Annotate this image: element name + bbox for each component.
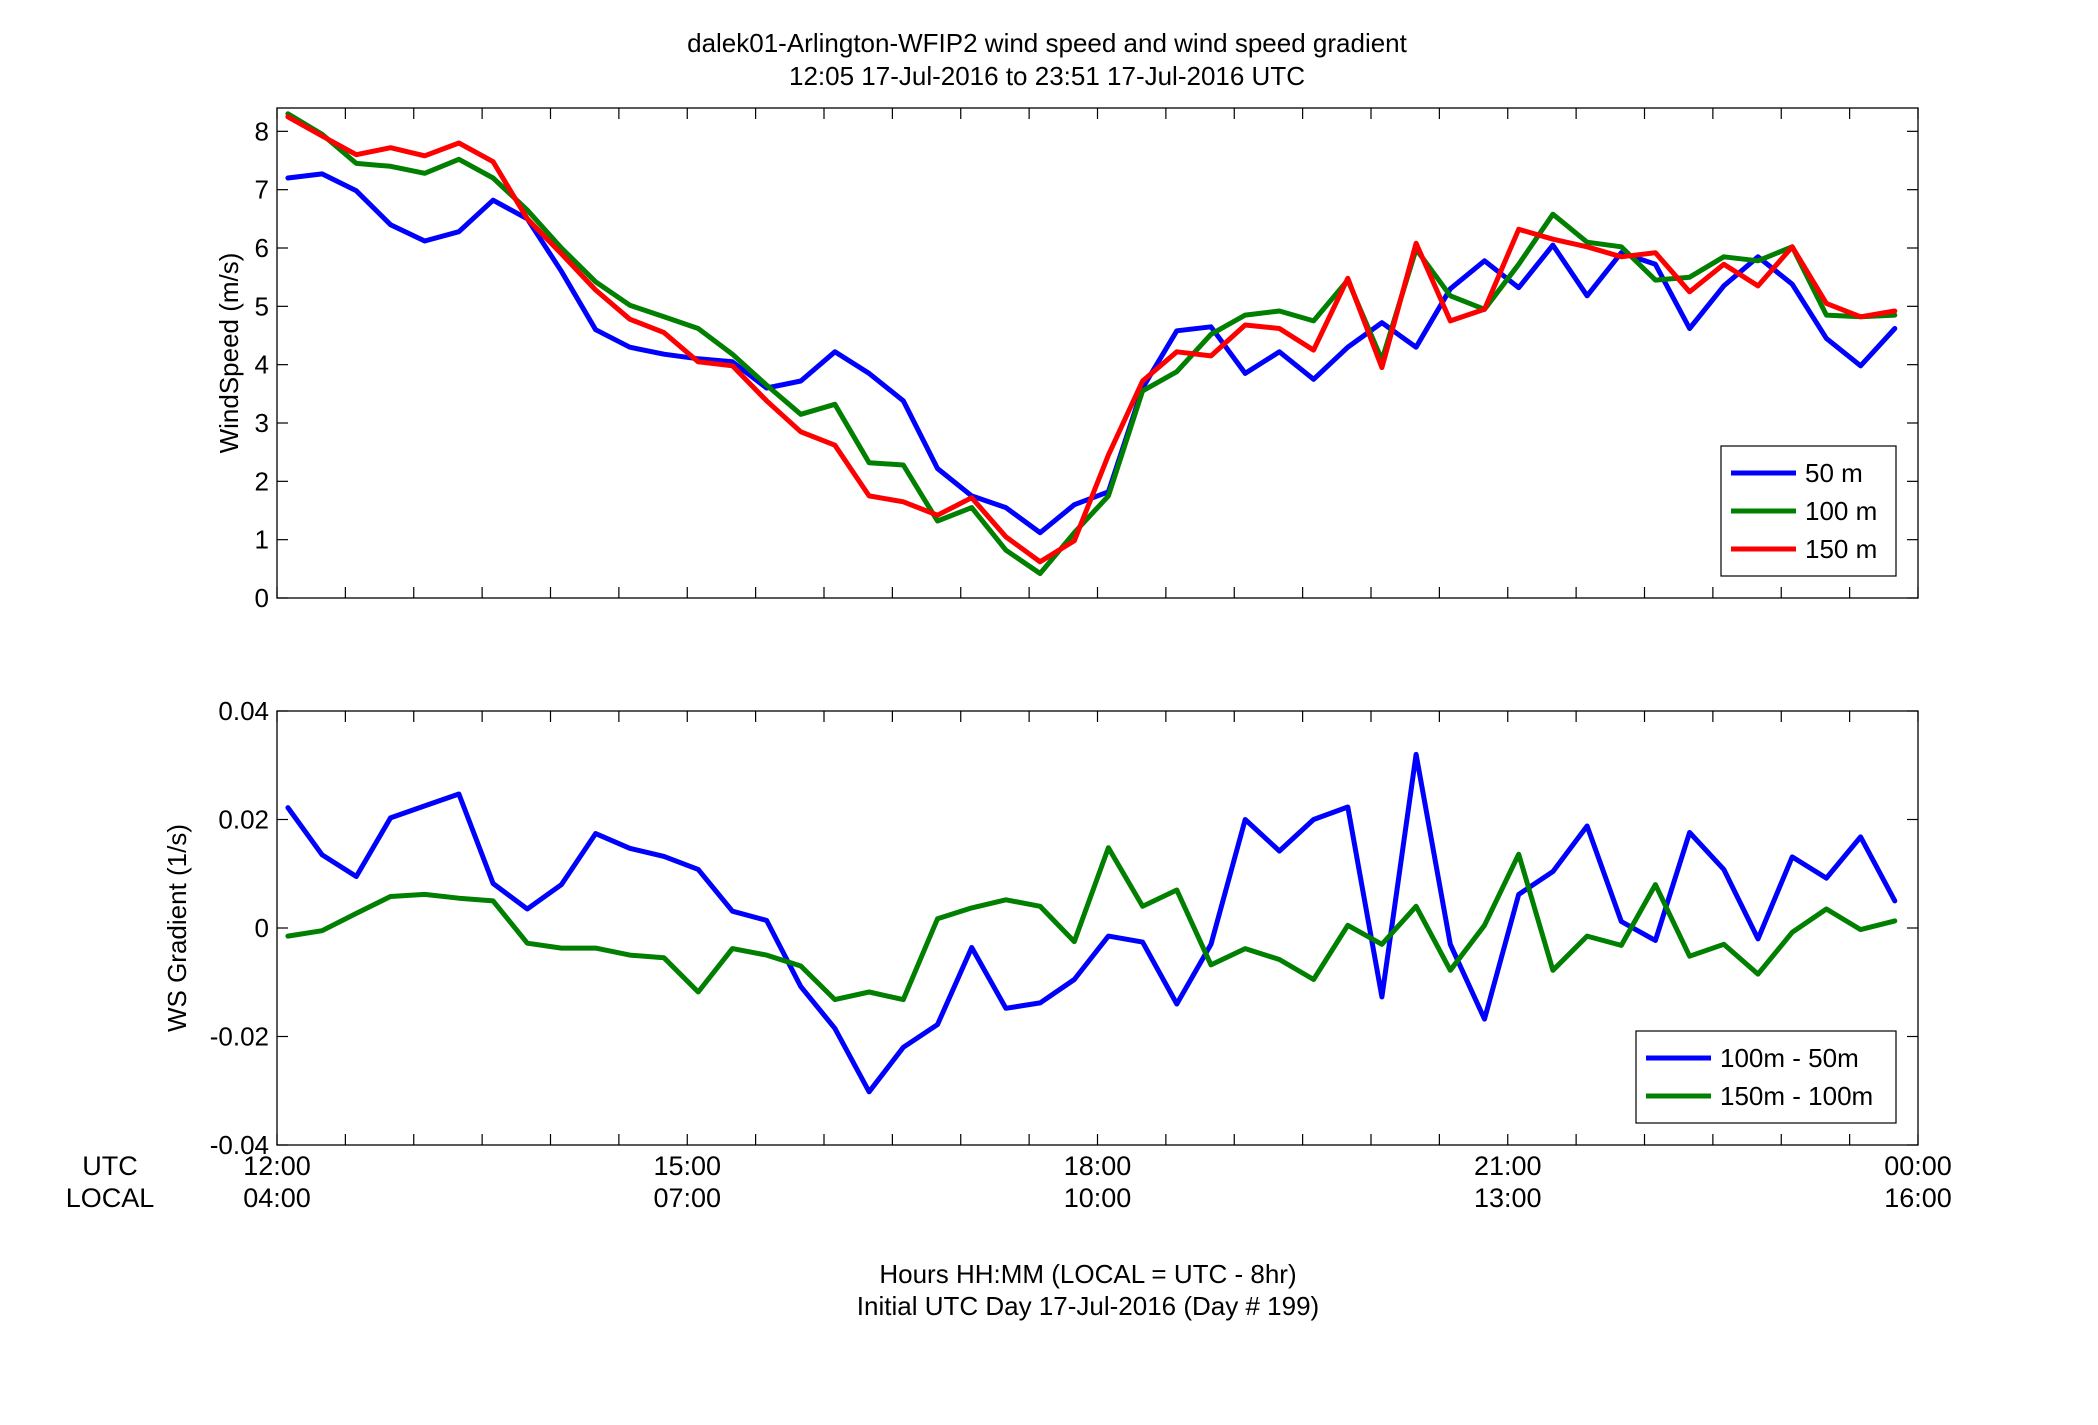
local-tick-label: 10:00 [1064, 1183, 1132, 1213]
y-tick-label: 0.02 [218, 805, 269, 835]
y-tick-label: 0 [255, 913, 269, 943]
legend-label: 100m - 50m [1720, 1043, 1859, 1073]
y-tick-label: 5 [255, 291, 269, 321]
utc-tick-label: 18:00 [1064, 1151, 1132, 1181]
utc-tick-label: 15:00 [653, 1151, 721, 1181]
chart-title-line2: 12:05 17-Jul-2016 to 23:51 17-Jul-2016 U… [789, 61, 1305, 91]
wind-speed-plot: 0 1 2 3 4 5 6 7 8 WindSpeed (m/s) 50 m 100 m 150 m [214, 107, 1919, 613]
y-tick-label: -0.04 [210, 1130, 269, 1160]
utc-row-label: UTC [82, 1151, 138, 1181]
y-tick-label: 6 [255, 233, 269, 263]
y-tick-label: 4 [255, 350, 269, 380]
utc-tick-label: 12:00 [243, 1151, 311, 1181]
legend-label: 150m - 100m [1720, 1081, 1873, 1111]
y-axis-label: WindSpeed (m/s) [214, 253, 244, 454]
utc-tick-label: 00:00 [1884, 1151, 1952, 1181]
local-tick-label: 04:00 [243, 1183, 311, 1213]
y-tick-label: 0 [255, 583, 269, 613]
legend-label: 100 m [1805, 496, 1877, 526]
y-tick-label: 7 [255, 175, 269, 205]
y-tick-label: 8 [255, 116, 269, 146]
chart-title-line1: dalek01-Arlington-WFIP2 wind speed and w… [687, 28, 1408, 58]
y-tick-label: -0.02 [210, 1022, 269, 1052]
x-axis-label-line1: Hours HH:MM (LOCAL = UTC - 8hr) [879, 1259, 1296, 1289]
legend-box [1635, 1030, 1897, 1124]
local-row-label: LOCAL [66, 1183, 155, 1213]
legend-label: 50 m [1805, 458, 1863, 488]
utc-tick-label: 21:00 [1474, 1151, 1542, 1181]
y-axis-label: WS Gradient (1/s) [162, 824, 192, 1032]
x-axis-label-line2: Initial UTC Day 17-Jul-2016 (Day # 199) [857, 1291, 1319, 1321]
series-line [285, 114, 1898, 565]
series-line [285, 845, 1898, 1003]
legend: 100m - 50m 150m - 100m [1635, 1030, 1897, 1124]
legend: 50 m 100 m 150 m [1720, 445, 1897, 577]
y-tick-label: 2 [255, 466, 269, 496]
y-tick-label: 0.04 [218, 696, 269, 726]
series-line [285, 751, 1898, 1095]
y-tick-label: 3 [255, 408, 269, 438]
wind-speed-gradient-plot: -0.04 -0.02 0 0.02 0.04 WS Gradient (1/s) 100m… [162, 696, 1919, 1160]
series-line [285, 111, 1898, 576]
local-tick-label: 16:00 [1884, 1183, 1952, 1213]
y-tick-label: 1 [255, 525, 269, 555]
legend-label: 150 m [1805, 534, 1877, 564]
local-tick-label: 13:00 [1474, 1183, 1542, 1213]
local-tick-label: 07:00 [653, 1183, 721, 1213]
